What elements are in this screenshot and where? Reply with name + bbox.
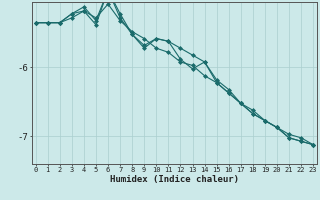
X-axis label: Humidex (Indice chaleur): Humidex (Indice chaleur)	[110, 175, 239, 184]
